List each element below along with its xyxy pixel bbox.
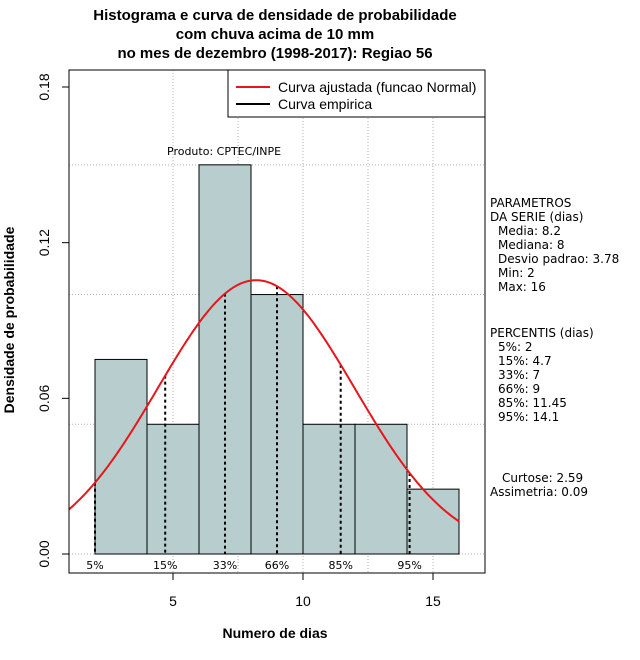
title-line: Histograma e curva de densidade de proba… (93, 7, 456, 24)
parameter-item: Desvio padrao: 3.78 (498, 252, 619, 266)
x-tick-label: 5 (169, 593, 177, 609)
parameter-item: Min: 2 (498, 266, 535, 280)
percentile-markers: 5% 15% 33% 66% 85% 95% (86, 286, 422, 572)
percentile-label: 85% (328, 559, 352, 572)
histogram-bar (146, 423, 200, 555)
legend: Curva ajustada (funcao Normal)Curva empi… (227, 69, 486, 118)
parameter-item: Max: 16 (498, 280, 546, 294)
parameters-heading: DA SERIE (dias) (490, 210, 583, 224)
chart-title: Histograma e curva de densidade de proba… (93, 7, 456, 62)
percentile-item: 85%: 11.45 (498, 396, 567, 410)
y-tick-label: 0.12 (36, 229, 52, 256)
parameter-item: Media: 8.2 (498, 224, 561, 238)
percentile-item: 5%: 2 (498, 340, 533, 354)
percentile-label: 66% (265, 559, 289, 572)
x-tick-label: 10 (295, 593, 311, 609)
fitted-normal-curve (68, 279, 460, 523)
percentile-item: 33%: 7 (498, 368, 540, 382)
x-axis-title: Numero de dias (222, 625, 327, 641)
legend-box (227, 69, 486, 118)
histogram-bar (354, 423, 408, 555)
y-tick-label: 0.06 (36, 384, 52, 411)
legend-label: Curva empirica (278, 96, 372, 112)
kurtosis-value: Curtose: 2.59 (502, 471, 583, 485)
legend-label: Curva ajustada (funcao Normal) (278, 79, 476, 95)
histogram-bar (198, 164, 252, 555)
title-line: com chuva acima de 10 mm (176, 26, 374, 43)
source-note: Produto: CPTEC/INPE (167, 145, 281, 158)
percentiles-heading: PERCENTIS (dias) (490, 326, 594, 340)
y-tick-label: 0.18 (36, 73, 52, 100)
x-tick-label: 15 (425, 593, 441, 609)
title-line: no mes de dezembro (1998-2017): Regiao 5… (117, 45, 432, 62)
histogram-bar (94, 358, 148, 555)
percentile-item: 15%: 4.7 (498, 354, 552, 368)
y-axis-title: Densidade de probabilidade (1, 226, 17, 413)
histogram-bar (302, 423, 356, 555)
density-curves (68, 279, 460, 523)
skewness-value: Assimetria: 0.09 (490, 485, 588, 499)
axes: 5 10 15 0.00 0.06 0.12 0.18 Numero de dias Densi… (1, 73, 441, 641)
parameters-heading: PARAMETROS (490, 196, 571, 210)
percentile-item: 95%: 14.1 (498, 410, 559, 424)
percentile-item: 66%: 9 (498, 382, 540, 396)
percentile-label: 15% (153, 559, 177, 572)
percentile-label: 95% (397, 559, 421, 572)
percentile-label: 33% (213, 559, 237, 572)
percentile-label: 5% (86, 559, 103, 572)
y-tick-label: 0.00 (36, 540, 52, 567)
parameter-item: Mediana: 8 (498, 238, 565, 252)
